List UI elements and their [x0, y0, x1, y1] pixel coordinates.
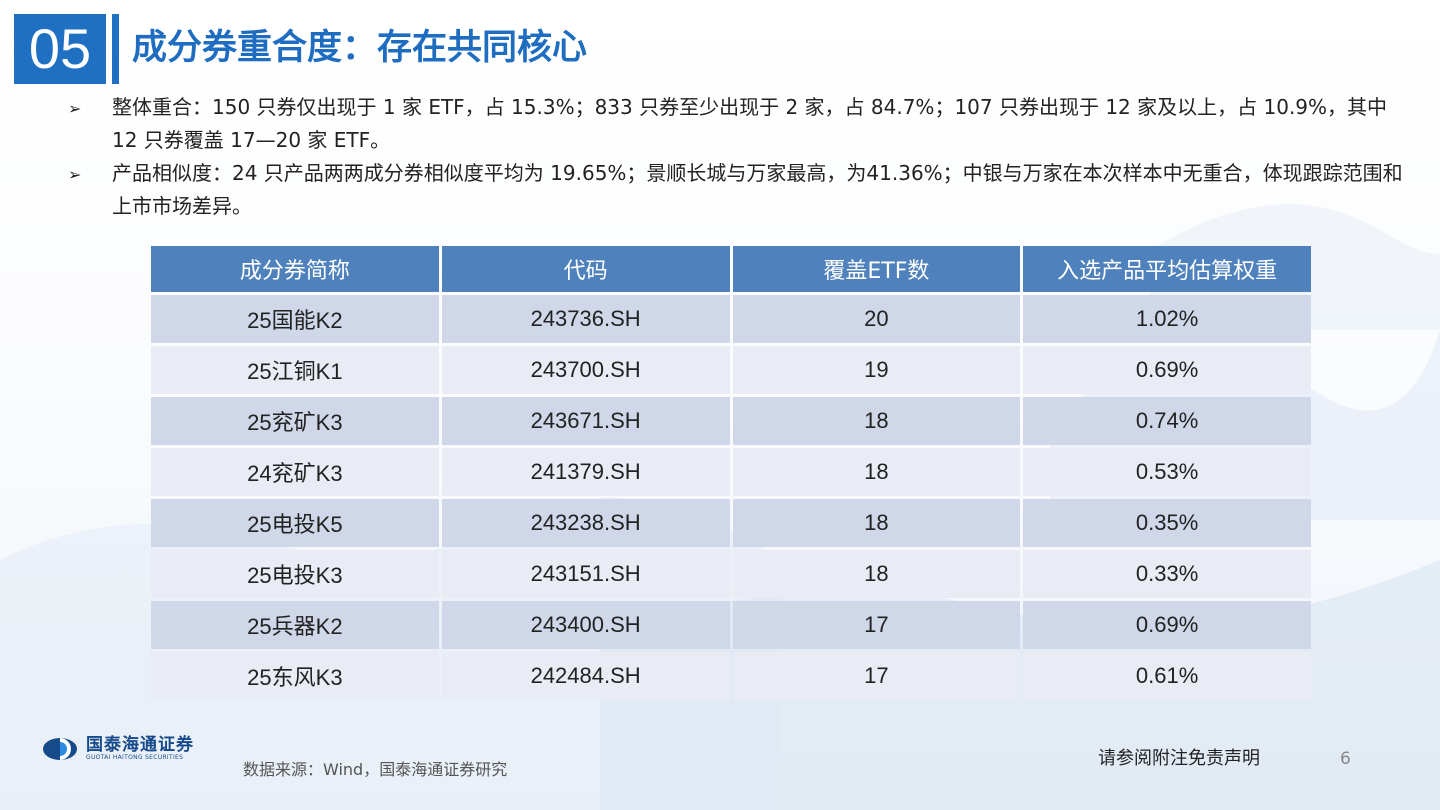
cell-avg-weight: 0.53% [1023, 448, 1311, 496]
page-number: 6 [1340, 749, 1351, 769]
cell-name: 25兵器K2 [151, 601, 439, 649]
cell-code: 243700.SH [441, 346, 730, 394]
cell-name: 25江铜K1 [151, 346, 439, 394]
cell-code: 243400.SH [441, 601, 730, 649]
guotai-haitong-logo-icon [43, 738, 77, 760]
table-header-row: 成分券简称 代码 覆盖ETF数 入选产品平均估算权重 [151, 246, 1311, 292]
page-title: 成分券重合度：存在共同核心 [132, 28, 588, 68]
cell-etf-count: 18 [732, 550, 1021, 598]
table-row: 25东风K3 242484.SH 17 0.61% [151, 652, 1311, 700]
bullet-list: ➢ 整体重合：150 只券仅出现于 1 家 ETF，占 15.3%；833 只券… [68, 91, 1418, 223]
table-row: 25国能K2 243736.SH 20 1.02% [151, 295, 1311, 343]
data-source-note: 数据来源：Wind，国泰海通证券研究 [243, 760, 508, 779]
cell-name: 24兖矿K3 [151, 448, 439, 496]
logo-english-name: GUOTAI HAITONG SECURITIES [86, 754, 184, 761]
cell-code: 242484.SH [441, 652, 730, 700]
cell-name: 25国能K2 [151, 295, 439, 343]
column-header-name: 成分券简称 [151, 246, 439, 292]
bullet-item: ➢ 整体重合：150 只券仅出现于 1 家 ETF，占 15.3%；833 只券… [68, 91, 1418, 157]
cell-avg-weight: 0.69% [1023, 346, 1311, 394]
table-row: 25兵器K2 243400.SH 17 0.69% [151, 601, 1311, 649]
cell-etf-count: 18 [732, 448, 1021, 496]
cell-code: 243238.SH [441, 499, 730, 547]
bullet-text: 整体重合：150 只券仅出现于 1 家 ETF，占 15.3%；833 只券至少… [112, 95, 1388, 152]
table-row: 25江铜K1 243700.SH 19 0.69% [151, 346, 1311, 394]
table-row: 24兖矿K3 241379.SH 18 0.53% [151, 448, 1311, 496]
arrow-bullet-icon: ➢ [68, 165, 82, 184]
cell-code: 243671.SH [441, 397, 730, 445]
disclaimer-link[interactable]: 请参阅附注免责声明 [1098, 748, 1260, 769]
cell-etf-count: 19 [732, 346, 1021, 394]
column-header-avg-weight: 入选产品平均估算权重 [1023, 246, 1311, 292]
cell-avg-weight: 0.35% [1023, 499, 1311, 547]
cell-avg-weight: 0.61% [1023, 652, 1311, 700]
bullet-text: 产品相似度：24 只产品两两成分券相似度平均为 19.65%；景顺长城与万家最高… [112, 161, 1403, 218]
cell-code: 243151.SH [441, 550, 730, 598]
column-header-etf-count: 覆盖ETF数 [732, 246, 1021, 292]
arrow-bullet-icon: ➢ [68, 99, 82, 118]
cell-name: 25东风K3 [151, 652, 439, 700]
bond-overlap-table: 成分券简称 代码 覆盖ETF数 入选产品平均估算权重 25国能K2 243736… [148, 243, 1314, 703]
cell-etf-count: 17 [732, 601, 1021, 649]
cell-etf-count: 18 [732, 397, 1021, 445]
cell-code: 241379.SH [441, 448, 730, 496]
cell-avg-weight: 1.02% [1023, 295, 1311, 343]
table-row: 25电投K3 243151.SH 18 0.33% [151, 550, 1311, 598]
cell-etf-count: 17 [732, 652, 1021, 700]
cell-avg-weight: 0.74% [1023, 397, 1311, 445]
cell-etf-count: 18 [732, 499, 1021, 547]
logo-chinese-name: 国泰海通证券 [86, 735, 194, 755]
table-row: 25兖矿K3 243671.SH 18 0.74% [151, 397, 1311, 445]
cell-avg-weight: 0.69% [1023, 601, 1311, 649]
cell-code: 243736.SH [441, 295, 730, 343]
cell-name: 25电投K5 [151, 499, 439, 547]
cell-name: 25电投K3 [151, 550, 439, 598]
company-logo: 国泰海通证券 GUOTAI HAITONG SECURITIES [42, 736, 194, 762]
cell-name: 25兖矿K3 [151, 397, 439, 445]
cell-etf-count: 20 [732, 295, 1021, 343]
table-row: 25电投K5 243238.SH 18 0.35% [151, 499, 1311, 547]
title-divider [112, 14, 119, 84]
cell-avg-weight: 0.33% [1023, 550, 1311, 598]
section-number: 05 [14, 14, 106, 84]
bullet-item: ➢ 产品相似度：24 只产品两两成分券相似度平均为 19.65%；景顺长城与万家… [68, 157, 1418, 223]
column-header-code: 代码 [441, 246, 730, 292]
